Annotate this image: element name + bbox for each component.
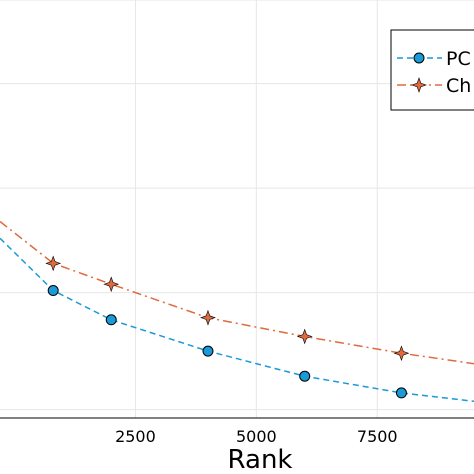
legend-label: PC xyxy=(446,48,471,70)
data-point xyxy=(45,255,62,272)
legend-box xyxy=(390,29,474,111)
data-point xyxy=(299,370,311,382)
legend-entry-pc: PC xyxy=(397,48,471,70)
series-layer xyxy=(0,220,474,403)
data-point xyxy=(395,387,407,399)
data-point xyxy=(393,345,410,362)
data-point xyxy=(296,328,313,345)
x-tick-label: 7500 xyxy=(357,427,398,446)
series-ch xyxy=(0,220,474,365)
data-point xyxy=(103,276,120,293)
series-pc xyxy=(0,237,474,403)
legend-label: Ch xyxy=(446,75,471,97)
data-point xyxy=(202,345,214,357)
legend-marker xyxy=(413,52,425,64)
x-axis-label: Rank xyxy=(228,445,293,474)
x-tick-label: 2500 xyxy=(115,427,156,446)
x-ticks: 2500 5000 7500 xyxy=(115,427,398,446)
data-point xyxy=(47,285,59,297)
data-point xyxy=(105,314,117,326)
grid xyxy=(0,0,474,418)
x-tick-label: 5000 xyxy=(236,427,277,446)
series-line xyxy=(0,237,474,403)
data-point xyxy=(200,309,216,326)
legend: PC Ch xyxy=(390,29,474,111)
legend-marker xyxy=(411,77,427,93)
legend-entry-ch: Ch xyxy=(397,75,471,97)
